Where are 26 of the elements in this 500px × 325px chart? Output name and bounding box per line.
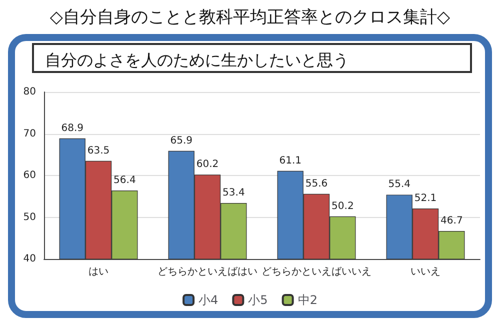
data-label: 52.1 xyxy=(414,192,437,204)
x-tick-label: どちらかといえばはい xyxy=(158,266,258,278)
data-label: 60.2 xyxy=(196,159,219,170)
data-label: 55.4 xyxy=(388,179,410,190)
y-tick-label: 80 xyxy=(23,86,36,98)
data-label: 56.4 xyxy=(114,175,136,186)
y-tick-label: 70 xyxy=(23,128,36,140)
y-tick-label: 60 xyxy=(23,170,36,181)
data-label: 65.9 xyxy=(170,135,192,146)
data-label: 61.1 xyxy=(279,155,302,166)
legend-label: 小5 xyxy=(248,293,268,307)
legend-label: 中2 xyxy=(298,293,318,307)
y-tick-label: 50 xyxy=(23,212,36,223)
data-label: 68.9 xyxy=(61,122,84,134)
x-tick-label: いいえ xyxy=(410,266,440,278)
data-label: 63.5 xyxy=(87,145,110,156)
data-label: 55.6 xyxy=(305,178,328,190)
x-tick-label: どちらかといえばいいえ xyxy=(262,266,372,278)
x-tick-label: はい xyxy=(88,266,108,278)
chart-title: ◇自分自身のことと教科平均正答率とのクロス集計◇ xyxy=(50,8,451,28)
y-tick-label: 40 xyxy=(23,254,36,264)
data-label: 46.7 xyxy=(440,216,463,227)
legend-label: 小4 xyxy=(198,293,218,307)
data-label: 53.4 xyxy=(222,188,245,199)
chart-subtitle: 自分のよさを人のために生かしたいと思う xyxy=(45,50,349,70)
data-label: 50.2 xyxy=(332,200,354,212)
